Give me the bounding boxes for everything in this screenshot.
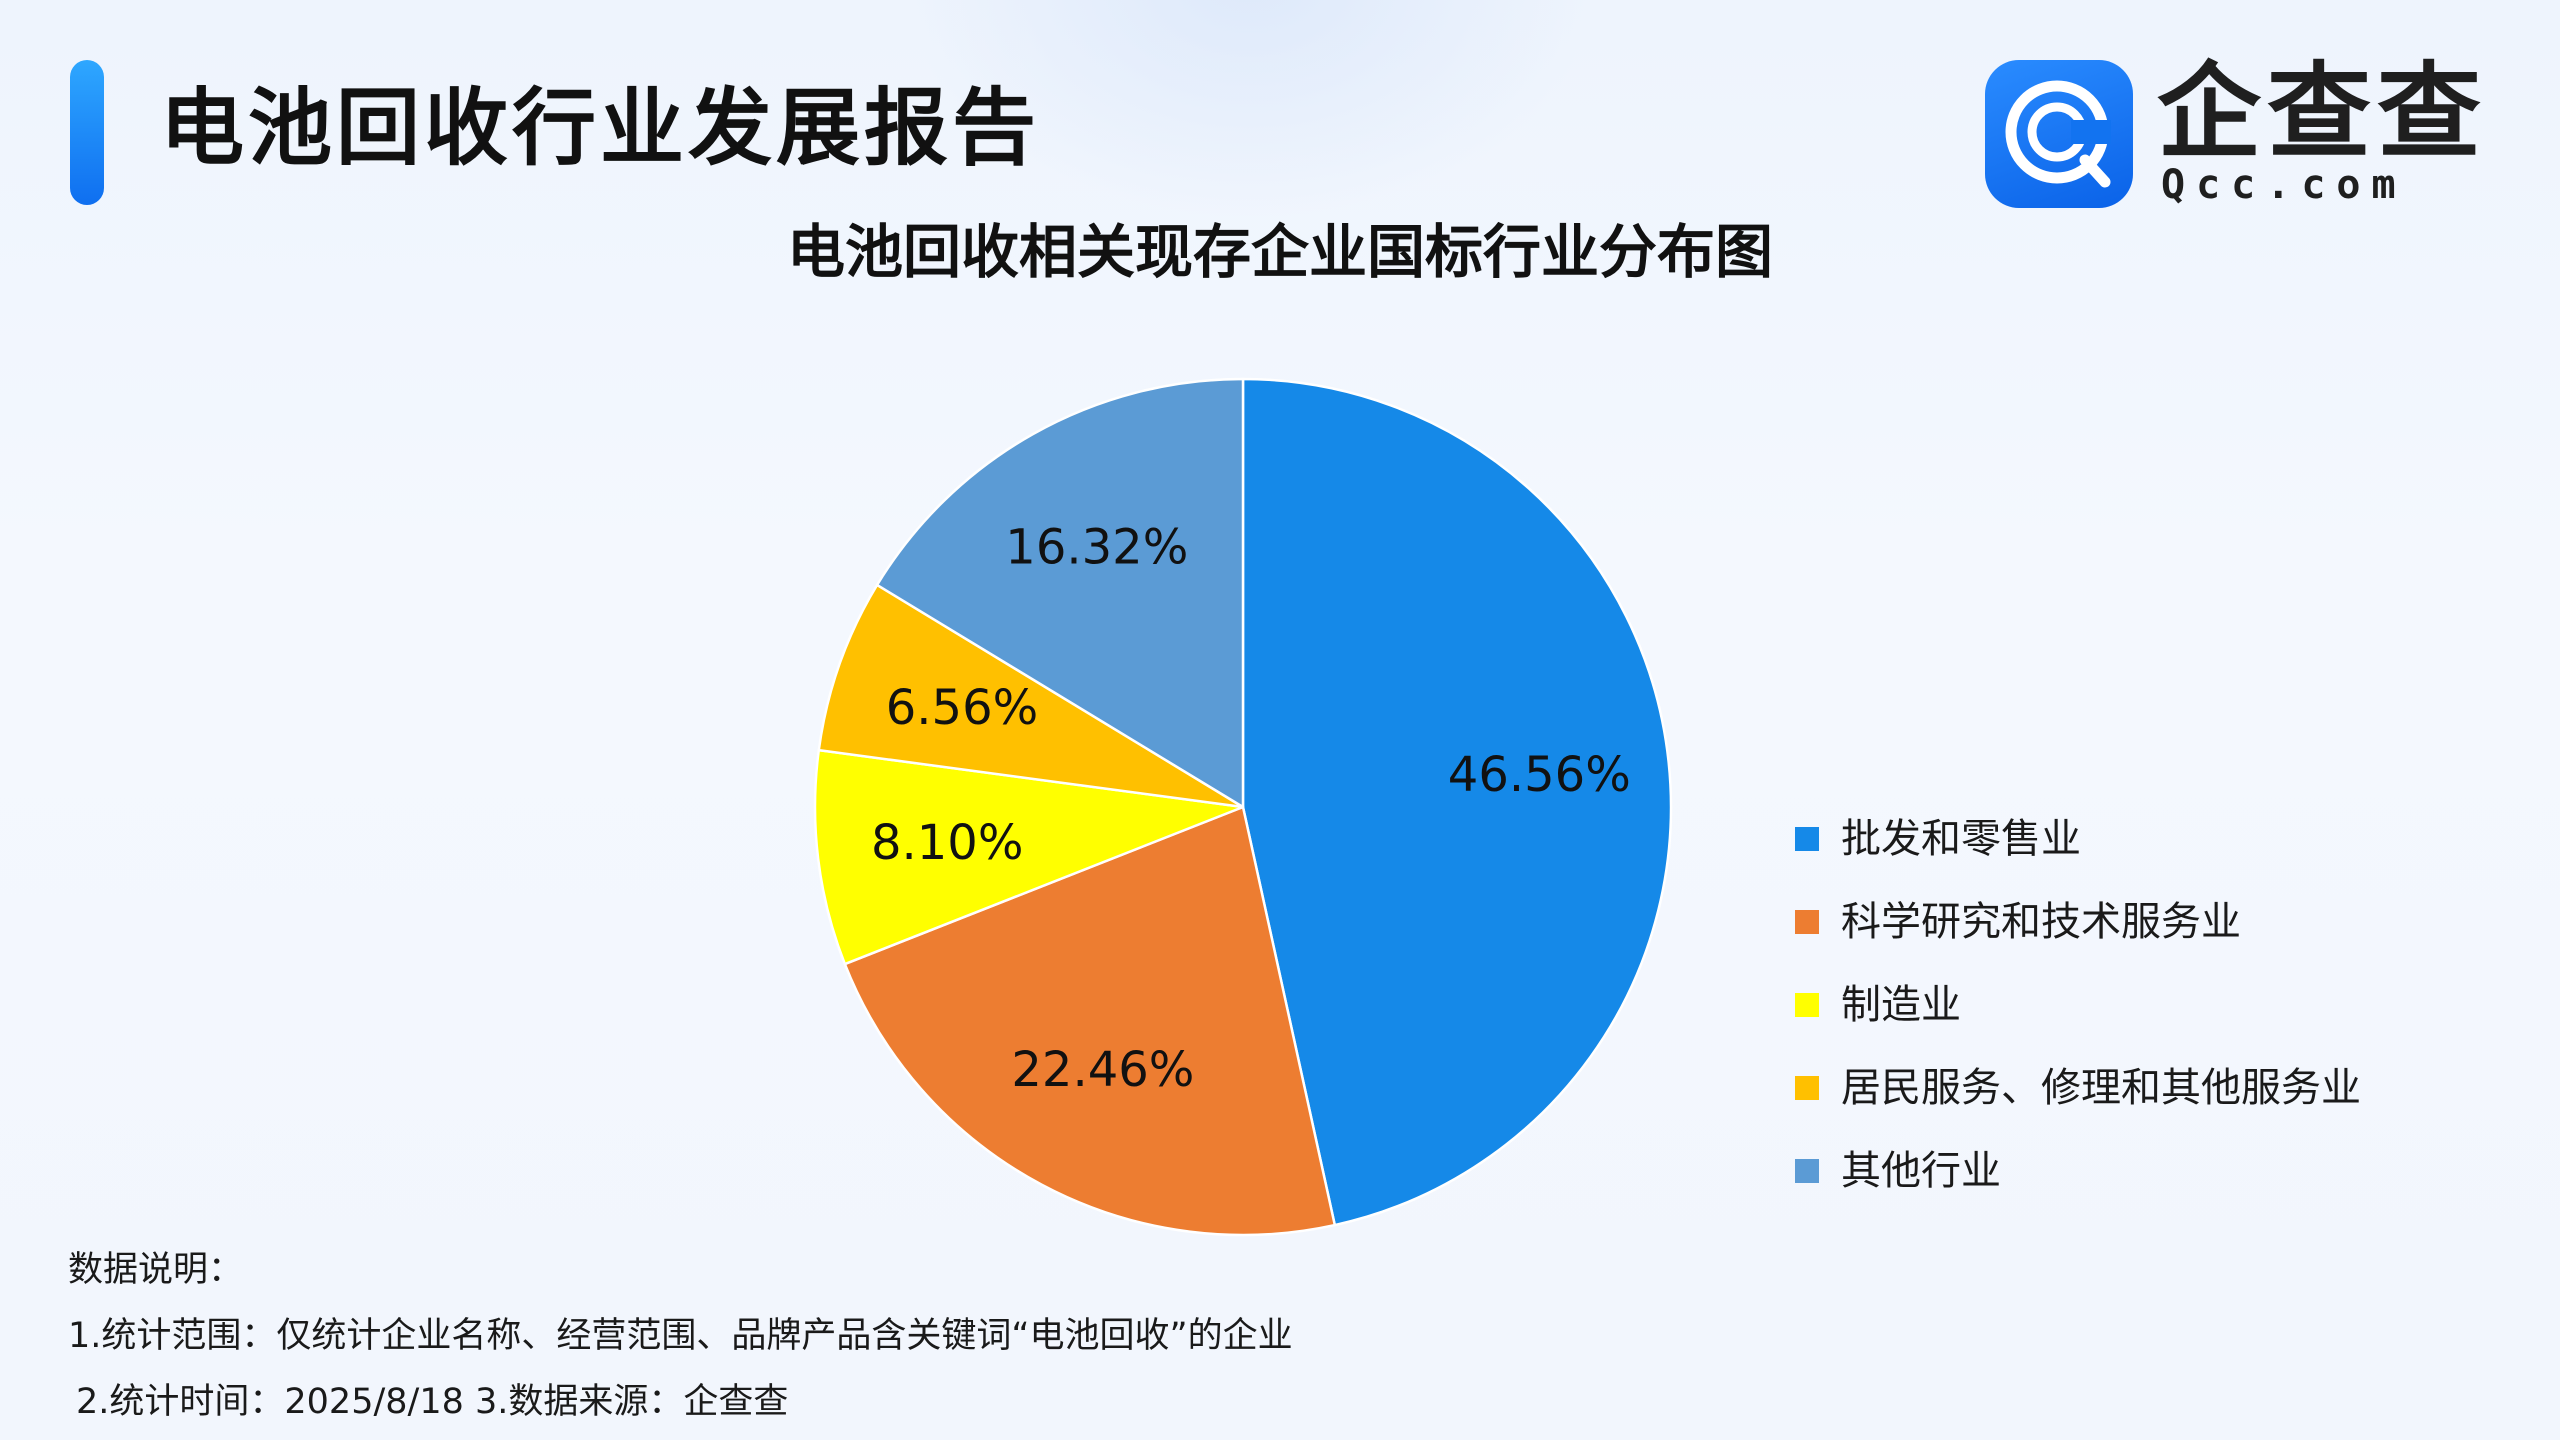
pie-slice-other [875,377,1245,809]
legend-label: 科学研究和技术服务业 [1841,899,2241,945]
notes-heading: 数据说明： [68,1250,244,1290]
pie-data-labels: 46.56% 22.46% 8.10% 6.56% 16.32% [871,519,1631,1098]
qcc-logo-icon [1985,60,2133,208]
pie-slice-wholesale-retail [1241,377,1673,1227]
pie-data-label: 16.32% [1005,519,1188,575]
legend-label: 居民服务、修理和其他服务业 [1841,1065,2361,1111]
pie-data-label: 6.56% [886,680,1038,736]
pie-data-label: 46.56% [1448,747,1631,803]
legend-swatch [1795,1076,1819,1100]
brand-domain: Qcc.com [2161,162,2407,208]
data-notes: 数据说明： 1.统计范围：仅统计企业名称、经营范围、品牌产品含关键词“电池回收”… [68,1237,1293,1435]
pie-data-label: 22.46% [1011,1042,1194,1098]
legend-label: 批发和零售业 [1841,816,2081,862]
chart-title: 电池回收相关现存企业国标行业分布图 [786,218,1773,286]
title-accent-bar [70,60,104,205]
legend-label: 制造业 [1841,982,1961,1028]
pie-slice-research-tech [843,805,1337,1237]
legend-label: 其他行业 [1841,1148,2001,1194]
legend-swatch [1795,910,1819,934]
legend-swatch [1795,1159,1819,1183]
notes-scope: 1.统计范围：仅统计企业名称、经营范围、品牌产品含关键词“电池回收”的企业 [68,1316,1293,1356]
pie-data-label: 8.10% [871,815,1023,871]
report-title: 电池回收行业发展报告 [160,79,1041,177]
legend-swatch [1795,993,1819,1017]
legend-swatch [1795,827,1819,851]
pie-slices [813,377,1673,1237]
brand-logo: 企查查 Qcc.com [1985,54,2485,210]
pie-slice-manufacturing [813,748,1245,966]
notes-time-source: 2.统计时间：2025/8/18 3.数据来源：企查查 [76,1382,789,1422]
brand-name: 企查查 [2157,51,2488,173]
pie-slice-resident-services [817,583,1245,809]
